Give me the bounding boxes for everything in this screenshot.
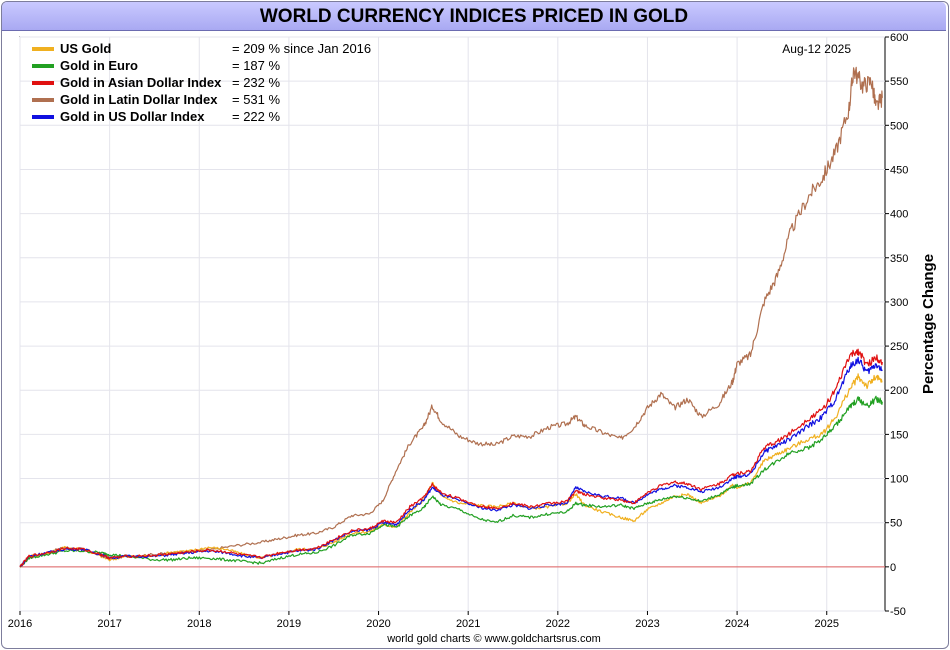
chart-title: WORLD CURRENCY INDICES PRICED IN GOLD bbox=[2, 2, 946, 31]
y-tick-label: 250 bbox=[890, 341, 908, 353]
y-tick-label: 100 bbox=[890, 474, 908, 486]
legend-label: Gold in Latin Dollar Index bbox=[60, 92, 218, 107]
x-tick-label: 2021 bbox=[456, 618, 480, 630]
x-tick-label: 2023 bbox=[635, 618, 659, 630]
y-tick-label: 550 bbox=[890, 76, 908, 88]
y-tick-label: 600 bbox=[890, 32, 908, 44]
y-axis-label: Percentage Change bbox=[920, 254, 937, 394]
y-tick-label: 500 bbox=[890, 120, 908, 132]
legend-value: = 209 % since Jan 2016 bbox=[232, 41, 371, 56]
y-tick-label: 400 bbox=[890, 209, 908, 221]
y-tick-label: -50 bbox=[890, 606, 906, 618]
date-label: Aug-12 2025 bbox=[782, 42, 851, 56]
legend-value: = 187 % bbox=[232, 58, 281, 73]
x-tick-label: 2024 bbox=[725, 618, 749, 630]
series-line-gold-in-us-dollar-index bbox=[19, 356, 883, 568]
y-tick-label: 0 bbox=[890, 562, 896, 574]
series-line-us-gold bbox=[19, 373, 883, 568]
legend-value: = 232 % bbox=[232, 75, 281, 90]
legend-label: US Gold bbox=[60, 41, 111, 56]
x-tick-label: 2017 bbox=[97, 618, 121, 630]
legend-label: Gold in Asian Dollar Index bbox=[60, 75, 222, 90]
legend-value: = 531 % bbox=[232, 92, 281, 107]
x-tick-label: 2020 bbox=[366, 618, 390, 630]
legend: US Gold = 209 % since Jan 2016 Gold in Eur… bbox=[32, 41, 371, 124]
y-tick-label: 450 bbox=[890, 164, 908, 176]
y-tick-label: 50 bbox=[890, 518, 902, 530]
x-tick-label: 2019 bbox=[277, 618, 301, 630]
y-tick-label: 350 bbox=[890, 253, 908, 265]
y-axis-ticks: -50 0 50 100 150 200 250 300 350 400 450 500 550 600 bbox=[885, 32, 908, 618]
y-tick-label: 200 bbox=[890, 385, 908, 397]
legend-value: = 222 % bbox=[232, 109, 281, 124]
footer-credit: world gold charts © www.goldchartsrus.co… bbox=[386, 633, 601, 645]
x-tick-label: 2018 bbox=[187, 618, 211, 630]
y-tick-label: 300 bbox=[890, 297, 908, 309]
x-tick-label: 2025 bbox=[814, 618, 838, 630]
x-tick-label: 2016 bbox=[8, 618, 32, 630]
series-lines bbox=[19, 66, 883, 568]
x-axis-ticks: 2016 2017 2018 2019 2020 2021 2022 2023 2024 2025 bbox=[8, 611, 839, 630]
x-tick-label: 2022 bbox=[546, 618, 570, 630]
series-line-gold-in-asian-dollar-index bbox=[19, 348, 883, 568]
grid-lines bbox=[19, 36, 885, 612]
y-tick-label: 150 bbox=[890, 429, 908, 441]
legend-label: Gold in Euro bbox=[60, 58, 138, 73]
legend-label: Gold in US Dollar Index bbox=[60, 109, 205, 124]
series-line-gold-in-euro bbox=[19, 395, 883, 568]
